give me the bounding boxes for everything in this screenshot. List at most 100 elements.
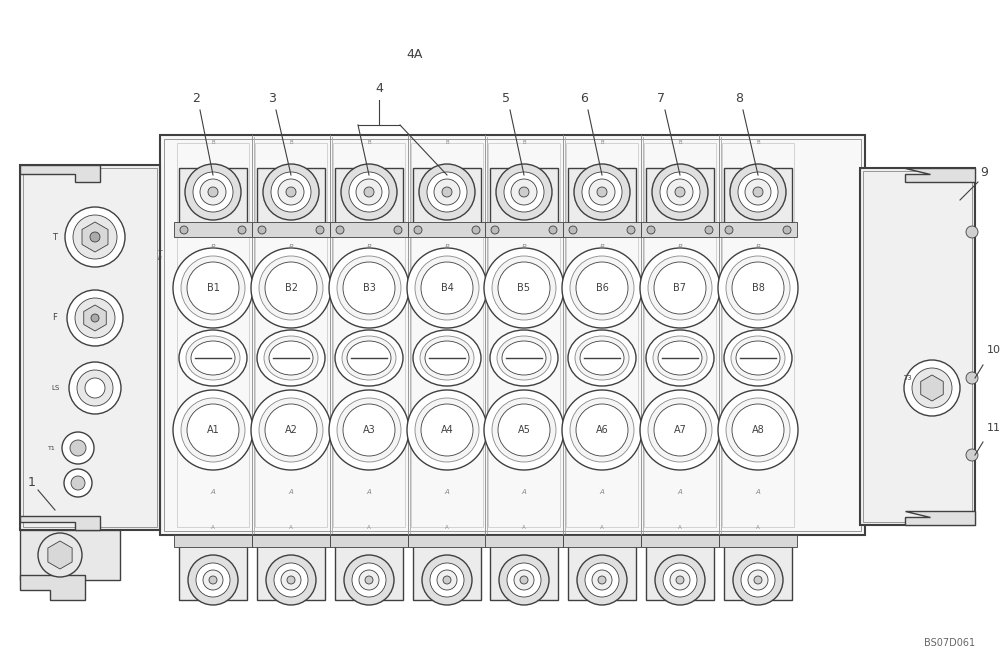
Bar [646, 535, 714, 600]
Bar [177, 143, 249, 527]
Text: A6: A6 [596, 425, 608, 435]
Circle shape [549, 226, 557, 234]
Text: A2: A2 [285, 425, 297, 435]
Ellipse shape [731, 336, 785, 380]
Text: B4: B4 [441, 283, 453, 293]
Circle shape [337, 256, 401, 320]
Circle shape [265, 404, 317, 456]
Circle shape [329, 248, 409, 328]
Circle shape [419, 164, 475, 220]
Bar [490, 168, 558, 232]
Ellipse shape [257, 330, 325, 386]
Circle shape [754, 576, 762, 584]
Text: B: B [678, 244, 682, 250]
Circle shape [753, 187, 763, 197]
Text: A: A [211, 525, 215, 530]
Circle shape [364, 187, 374, 197]
Ellipse shape [497, 336, 551, 380]
Circle shape [966, 449, 978, 461]
Circle shape [188, 555, 238, 605]
Circle shape [337, 398, 401, 462]
Circle shape [732, 262, 784, 314]
Circle shape [654, 404, 706, 456]
Circle shape [640, 248, 720, 328]
Circle shape [598, 576, 606, 584]
Text: B2: B2 [285, 283, 298, 293]
Ellipse shape [736, 341, 780, 375]
Text: A: A [289, 489, 293, 495]
Circle shape [648, 256, 712, 320]
Text: A: A [289, 525, 293, 530]
Circle shape [185, 164, 241, 220]
Text: T3: T3 [903, 375, 911, 381]
Circle shape [187, 262, 239, 314]
Bar [252, 535, 330, 547]
Text: B: B [522, 140, 526, 145]
Ellipse shape [347, 341, 391, 375]
Bar [179, 535, 247, 600]
Bar [20, 530, 120, 580]
Text: B6: B6 [596, 283, 608, 293]
Circle shape [434, 179, 460, 205]
Bar [566, 143, 638, 527]
Text: A: A [678, 525, 682, 530]
Circle shape [654, 262, 706, 314]
Text: A: A [445, 489, 449, 495]
Text: B: B [600, 140, 604, 145]
Circle shape [655, 555, 705, 605]
Text: B: B [678, 140, 682, 145]
Circle shape [676, 576, 684, 584]
Circle shape [574, 164, 630, 220]
Circle shape [415, 256, 479, 320]
Bar [257, 168, 325, 232]
Ellipse shape [420, 336, 474, 380]
Text: 7: 7 [657, 92, 665, 104]
Text: 3: 3 [268, 92, 276, 104]
Circle shape [741, 563, 775, 597]
Bar [335, 535, 403, 600]
Circle shape [421, 262, 473, 314]
Ellipse shape [342, 336, 396, 380]
Text: B7: B7 [674, 283, 686, 293]
Circle shape [336, 226, 344, 234]
Circle shape [193, 172, 233, 212]
Bar [724, 535, 792, 600]
Text: T1: T1 [48, 446, 56, 450]
Polygon shape [921, 375, 943, 401]
Circle shape [519, 187, 529, 197]
Circle shape [732, 404, 784, 456]
Polygon shape [20, 516, 100, 530]
Bar [333, 143, 405, 527]
Circle shape [576, 262, 628, 314]
Circle shape [577, 555, 627, 605]
Circle shape [274, 563, 308, 597]
Ellipse shape [269, 341, 313, 375]
Circle shape [287, 576, 295, 584]
Text: 2: 2 [192, 92, 200, 104]
Circle shape [966, 372, 978, 384]
Circle shape [394, 226, 402, 234]
Text: A: A [678, 489, 682, 495]
Text: A3: A3 [363, 425, 375, 435]
Circle shape [667, 179, 693, 205]
Circle shape [498, 404, 550, 456]
Circle shape [430, 563, 464, 597]
Circle shape [514, 570, 534, 590]
Circle shape [912, 368, 952, 408]
Circle shape [675, 187, 685, 197]
Text: BS07D061: BS07D061 [924, 638, 975, 648]
Text: B: B [756, 244, 760, 250]
Text: T: T [158, 250, 162, 256]
Circle shape [65, 207, 125, 267]
Circle shape [427, 172, 467, 212]
Ellipse shape [179, 330, 247, 386]
Bar [644, 143, 716, 527]
Circle shape [251, 390, 331, 470]
Bar [568, 168, 636, 232]
Circle shape [266, 555, 316, 605]
Circle shape [173, 248, 253, 328]
Circle shape [62, 432, 94, 464]
Circle shape [442, 187, 452, 197]
Circle shape [592, 570, 612, 590]
Text: B: B [367, 244, 371, 250]
